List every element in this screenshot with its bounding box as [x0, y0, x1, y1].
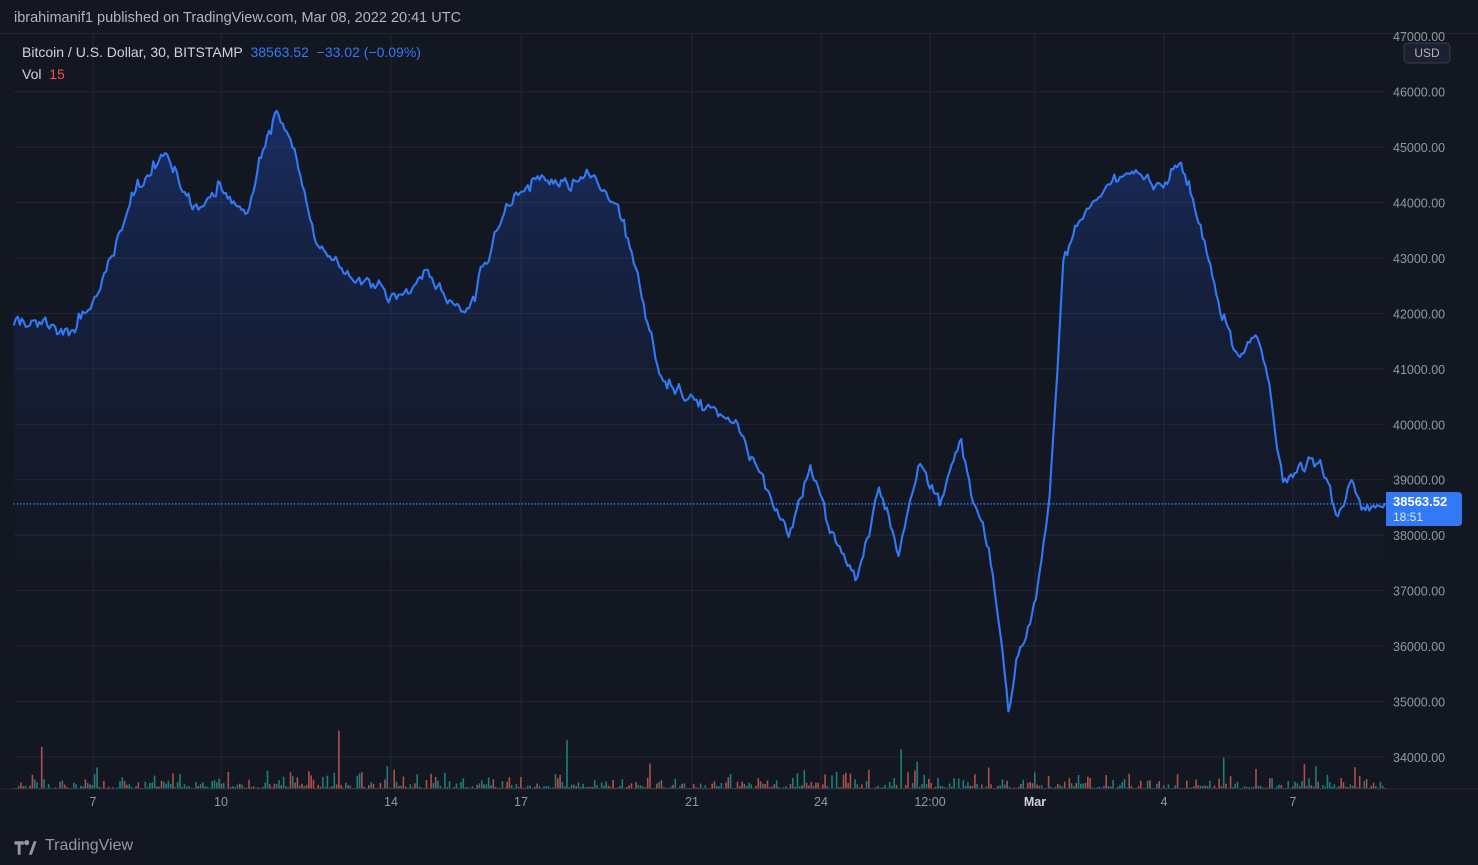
- svg-text:35000.00: 35000.00: [1393, 696, 1445, 710]
- svg-text:14: 14: [384, 795, 398, 809]
- svg-text:39000.00: 39000.00: [1393, 474, 1445, 488]
- svg-text:38000.00: 38000.00: [1393, 529, 1445, 543]
- svg-text:43000.00: 43000.00: [1393, 252, 1445, 266]
- svg-text:12:00: 12:00: [914, 795, 945, 809]
- svg-text:37000.00: 37000.00: [1393, 585, 1445, 599]
- svg-text:24: 24: [814, 795, 828, 809]
- svg-text:46000.00: 46000.00: [1393, 86, 1445, 100]
- svg-text:42000.00: 42000.00: [1393, 307, 1445, 321]
- svg-text:36000.00: 36000.00: [1393, 640, 1445, 654]
- svg-text:41000.00: 41000.00: [1393, 363, 1445, 377]
- svg-text:44000.00: 44000.00: [1393, 197, 1445, 211]
- svg-text:USD: USD: [1414, 46, 1440, 60]
- svg-text:7: 7: [1290, 795, 1297, 809]
- svg-text:18:51: 18:51: [1393, 510, 1423, 524]
- svg-text:7: 7: [90, 795, 97, 809]
- svg-text:38563.52: 38563.52: [1393, 494, 1447, 509]
- svg-text:10: 10: [214, 795, 228, 809]
- svg-text:34000.00: 34000.00: [1393, 751, 1445, 765]
- svg-text:17: 17: [514, 795, 528, 809]
- svg-text:45000.00: 45000.00: [1393, 141, 1445, 155]
- svg-text:47000.00: 47000.00: [1393, 30, 1445, 44]
- svg-text:Mar: Mar: [1024, 795, 1046, 809]
- svg-text:21: 21: [685, 795, 699, 809]
- svg-text:4: 4: [1161, 795, 1168, 809]
- svg-text:40000.00: 40000.00: [1393, 418, 1445, 432]
